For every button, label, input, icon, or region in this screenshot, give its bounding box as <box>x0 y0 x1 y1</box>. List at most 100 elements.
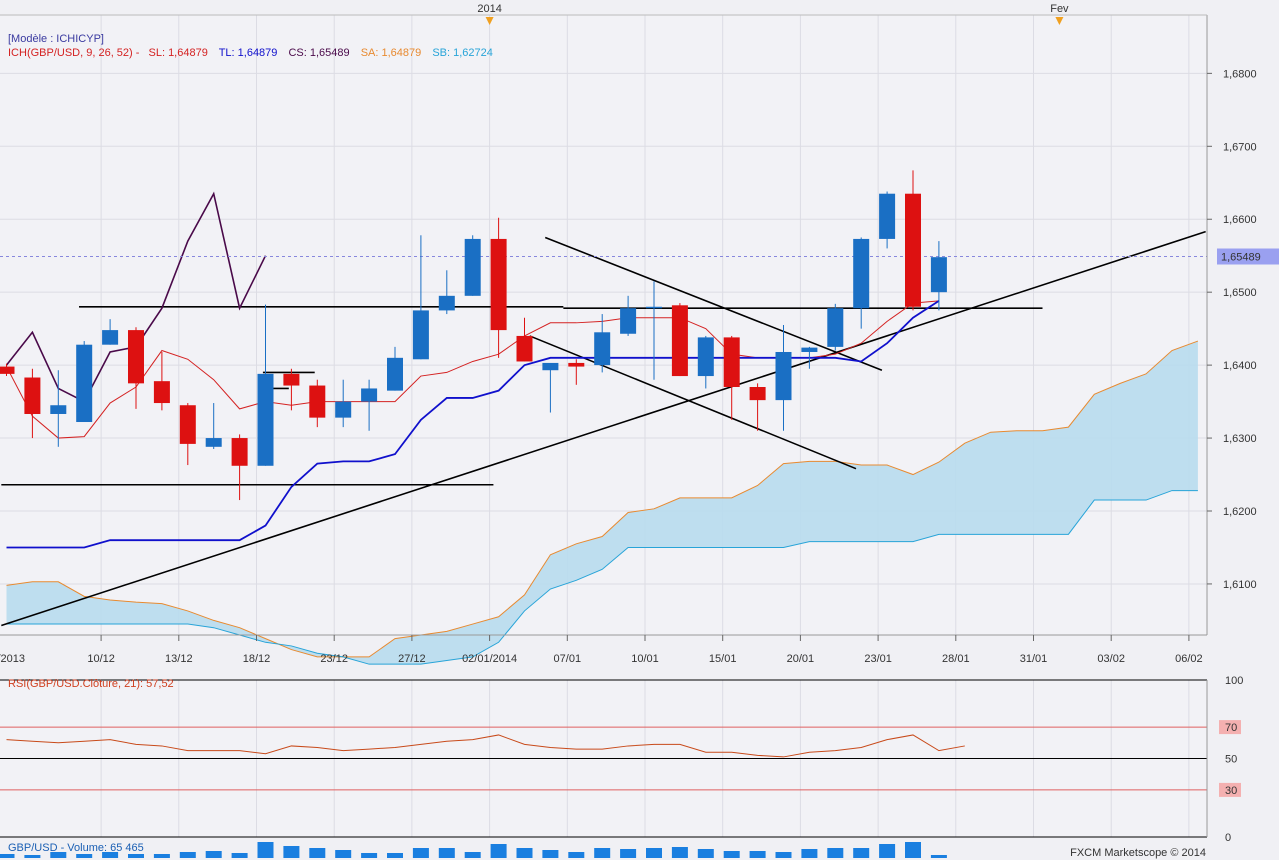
y-tick-label: 1,6200 <box>1223 506 1257 518</box>
candle-body <box>283 373 300 386</box>
y-tick-label: 1,6700 <box>1223 141 1257 153</box>
legend-tl: TL: 1,64879 <box>219 47 278 59</box>
volume-bar <box>102 852 119 858</box>
x-tick-label: 31/01 <box>1020 653 1048 665</box>
y-tick-label: 1,6400 <box>1223 360 1257 372</box>
candle-body <box>309 385 326 418</box>
volume-bar <box>775 852 792 858</box>
volume-bar <box>76 854 93 858</box>
x-tick-label: 04/12/2013 <box>0 653 25 665</box>
rsi-tick-label: 70 <box>1225 722 1237 734</box>
volume-bar <box>412 848 429 858</box>
volume-bar <box>594 848 611 858</box>
volume-bar <box>697 849 714 858</box>
y-tick-label: 1,6800 <box>1223 68 1257 80</box>
candle-body <box>128 330 144 384</box>
volume-bar <box>671 847 688 858</box>
trendline <box>544 236 883 371</box>
rsi-line <box>6 734 965 758</box>
volume-bar <box>361 853 378 858</box>
candle-body <box>671 305 688 377</box>
candle-body <box>50 405 67 414</box>
candle-body <box>335 401 352 418</box>
rsi-tick-label: 100 <box>1225 675 1243 687</box>
rsi-level-tag <box>1219 782 1241 797</box>
top-marker-arrow <box>485 17 494 25</box>
footer-brand: FXCM Marketscope © 2014 <box>1070 847 1206 859</box>
x-tick-label: 07/01 <box>554 653 582 665</box>
candle-body <box>231 438 248 466</box>
volume-bar <box>205 851 222 858</box>
rsi-legend: RSI(GBP/USD.Clôture, 21): 57,52 <box>8 678 174 690</box>
volume-bar <box>231 853 248 858</box>
x-tick-label: 02/01/2014 <box>462 653 517 665</box>
volume-legend: GBP/USD - Volume: 65 465 <box>8 842 144 854</box>
candle-body <box>568 362 585 367</box>
volume-bar <box>128 854 144 858</box>
x-tick-label: 20/01 <box>787 653 815 665</box>
volume-bar <box>50 852 67 858</box>
volume-bar <box>179 852 196 858</box>
x-tick-label: 28/01 <box>942 653 970 665</box>
candle-body <box>490 238 507 331</box>
volume-bar <box>335 850 352 858</box>
rsi-level-tag <box>1219 720 1241 735</box>
volume-bar <box>853 848 870 858</box>
legend-sl: SL: 1,64879 <box>149 47 208 59</box>
candle-body <box>76 344 93 423</box>
candle-body <box>179 405 196 444</box>
candle-body <box>438 295 455 311</box>
volume-bar <box>257 842 274 858</box>
volume-bar <box>542 850 559 858</box>
candle-body <box>24 377 41 414</box>
volume-bar <box>723 851 740 858</box>
rsi-tick-label: 0 <box>1225 832 1231 844</box>
legend-ich: ICH(GBP/USD, 9, 26, 52) - <box>8 47 140 59</box>
top-marker-label: Fev <box>1050 3 1069 15</box>
candle-body <box>723 337 740 387</box>
top-marker-label: 2014 <box>477 3 501 15</box>
volume-bar <box>387 853 403 858</box>
candle-body <box>102 330 119 345</box>
candle-body <box>827 308 844 347</box>
candle-body <box>153 381 170 404</box>
volume-bar <box>568 852 585 858</box>
volume-bar <box>801 849 818 858</box>
candle-body <box>542 362 559 371</box>
volume-bar <box>905 842 921 858</box>
volume-bar <box>620 849 637 858</box>
legend-sa: SA: 1,64879 <box>361 47 422 59</box>
candle-body <box>0 366 15 374</box>
volume-bar <box>490 844 507 858</box>
volume-bar <box>464 852 481 858</box>
candle-body <box>646 306 662 309</box>
candle-body <box>620 308 637 334</box>
volume-bar <box>516 848 533 858</box>
volume-bar <box>438 848 455 858</box>
candle-body <box>930 257 947 293</box>
senkou-b-line <box>6 490 1198 665</box>
template-label: [Modèle : ICHICYP] <box>8 33 104 45</box>
x-tick-label: 06/02 <box>1175 653 1203 665</box>
price-tag-label: 1,65489 <box>1221 252 1261 264</box>
x-tick-label: 23/01 <box>864 653 892 665</box>
volume-panel <box>0 842 947 858</box>
candle-body <box>361 388 378 402</box>
volume-bar <box>0 854 15 858</box>
y-axis-bg <box>1207 15 1279 635</box>
volume-bar <box>24 855 41 858</box>
x-tick-label: 10/01 <box>631 653 659 665</box>
legend-cs: CS: 1,65489 <box>288 47 349 59</box>
price-tag-bg <box>1217 248 1279 265</box>
candle-body <box>205 438 222 447</box>
x-tick-label: 15/01 <box>709 653 737 665</box>
candle-body <box>516 335 533 362</box>
candle-body <box>257 373 274 466</box>
candle-body <box>412 310 429 360</box>
volume-bar <box>930 855 947 858</box>
candles <box>0 170 947 501</box>
volume-bar <box>879 844 896 858</box>
x-tick-label: 23/12 <box>320 653 348 665</box>
rsi-panel: 100 70 50 30 0 <box>0 675 1243 844</box>
